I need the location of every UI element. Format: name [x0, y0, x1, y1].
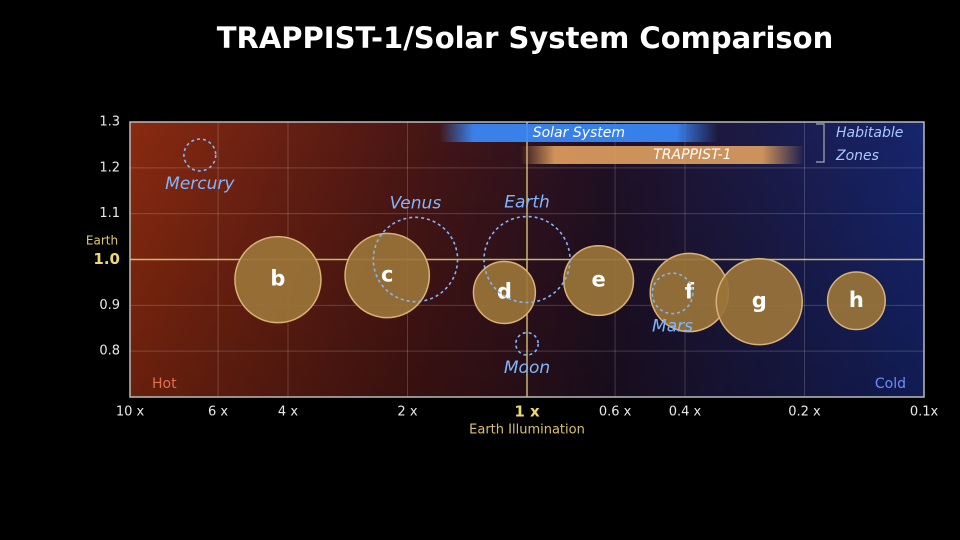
y-tick-label: 0.8: [99, 344, 120, 359]
solar-body: [372, 216, 459, 303]
y-tick-label: 1.1: [99, 206, 120, 221]
x-tick-label: 4 x: [278, 405, 298, 420]
x-tick-label: 2 x: [397, 405, 417, 420]
y-tick-label: 1.3: [99, 115, 120, 130]
body-label: Mercury: [165, 174, 235, 194]
zone-name: Solar System: [533, 125, 625, 141]
body-label: Moon: [504, 358, 550, 378]
zones-bracket: [816, 123, 825, 163]
planet-label: f: [685, 280, 695, 304]
zone-bar: [520, 146, 805, 164]
y-tick-label: 1.2: [99, 160, 120, 175]
planet: [826, 271, 886, 331]
body-label: Venus: [390, 193, 442, 213]
zones-label: Zones: [835, 148, 879, 164]
x-tick-label: 6 x: [208, 405, 228, 420]
planet: [563, 245, 635, 317]
planet-label: b: [270, 267, 285, 291]
x-axis-title: Earth Illumination: [469, 423, 585, 438]
body-label: Mars: [652, 317, 693, 337]
solar-body: [183, 138, 217, 172]
x-tick-label: 10 x: [116, 405, 145, 420]
solar-body: [483, 215, 571, 304]
habitable-zone: TRAPPIST-1: [520, 146, 805, 164]
y-tick-label: 1.0: [93, 250, 120, 268]
solar-body: [651, 272, 694, 315]
cold-label: Cold: [875, 376, 906, 392]
plot-border: [129, 121, 925, 398]
body-label: Earth: [504, 193, 550, 213]
chart-title: TRAPPIST-1/Solar System Comparison: [217, 21, 834, 55]
planet: [344, 232, 431, 319]
planet-label: e: [592, 268, 606, 292]
planet: [472, 260, 537, 325]
hot-label: Hot: [152, 376, 177, 392]
zone-bar: [439, 124, 719, 142]
x-tick-label: 0.4 x: [669, 405, 702, 420]
planet-label: d: [497, 280, 512, 304]
planet-label: c: [381, 263, 393, 287]
x-tick-label: 0.2 x: [788, 405, 821, 420]
planet-label: h: [849, 288, 864, 312]
x-tick-label: 0.6 x: [599, 405, 632, 420]
solar-body: [515, 331, 539, 356]
zone-name: TRAPPIST-1: [653, 147, 731, 163]
x-tick-label: 1 x: [514, 403, 540, 421]
habitable-zone: Solar System: [439, 124, 719, 142]
reference-label: Earth: [86, 234, 118, 248]
planet: [715, 257, 804, 346]
planet: [234, 235, 322, 324]
y-tick-label: 0.9: [99, 298, 120, 313]
planet-label: g: [752, 289, 767, 313]
zones-label: Habitable: [836, 125, 903, 141]
x-tick-label: 0.1x: [910, 405, 939, 420]
